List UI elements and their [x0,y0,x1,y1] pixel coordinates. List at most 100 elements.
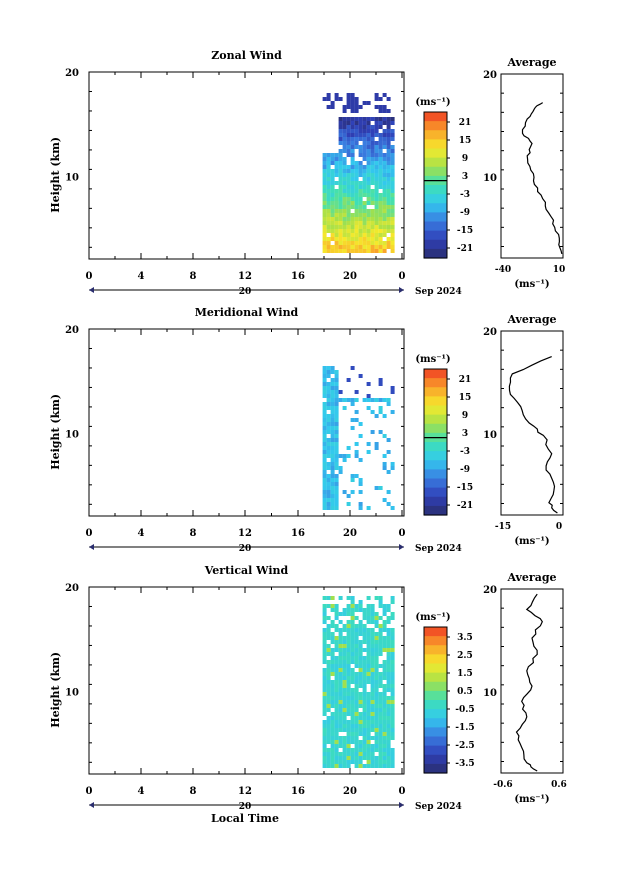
heatmap-cell [378,752,383,756]
heatmap-cell [350,728,355,732]
heatmap-cell [350,652,355,656]
colorbar-tick-label: -3.5 [455,759,474,769]
heatmap-cell [322,426,327,430]
heatmap-cell [382,740,387,744]
heatmap-cell [346,664,351,668]
heatmap-cell [386,197,391,201]
heatmap-cell [338,177,343,181]
heatmap-cell [330,181,335,185]
heatmap-cell [338,684,343,688]
heatmap-cell [342,656,347,660]
heatmap-cell [378,201,383,205]
heatmap-cell [366,225,371,229]
heatmap-cell [330,720,335,724]
heatmap-cell [346,101,351,105]
heatmap-cell [378,237,383,241]
heatmap-cell [350,660,355,664]
heatmap-cell [370,616,375,620]
heatmap-cell [382,636,387,640]
heatmap-cell [350,752,355,756]
heatmap-cell [338,760,343,764]
colorbar-band [424,700,447,710]
heatmap-cell [330,740,335,744]
heatmap-cell [366,121,371,125]
heatmap-cell [334,636,339,640]
heatmap-cell [322,161,327,165]
heatmap-cell [330,652,335,656]
heatmap-cell [338,237,343,241]
colorbar-band [424,636,447,646]
heatmap-cell [330,684,335,688]
heatmap-cell [346,740,351,744]
colorbar-band [424,718,447,728]
heatmap-cell [342,716,347,720]
heatmap-cell [338,660,343,664]
heatmap-cell [330,402,335,406]
heatmap-cell [350,129,355,133]
heatmap-cell [330,624,335,628]
heatmap-cell [386,740,391,744]
heatmap-cell [358,185,363,189]
heatmap-cell [378,157,383,161]
heatmap-cell [390,684,395,688]
x-axis-label: Local Time [211,812,279,825]
heatmap-cell [382,133,387,137]
heatmap-cell [362,193,367,197]
heatmap-cell [342,720,347,724]
heatmap-cell [386,217,391,221]
heatmap-cell [342,149,347,153]
heatmap-cell [390,466,395,470]
heatmap-cell [374,668,379,672]
heatmap-cell [342,141,347,145]
heatmap-cell [346,612,351,616]
heatmap-cell [386,700,391,704]
heatmap-cell [330,418,335,422]
heatmap-cell [334,157,339,161]
heatmap-cell [326,708,331,712]
heatmap-cell [366,724,371,728]
heatmap-cell [370,117,375,121]
heatmap-cell [386,121,391,125]
heatmap-cell [374,672,379,676]
heatmap-cell [322,241,327,245]
heatmap-cell [386,756,391,760]
heatmap-cell [334,604,339,608]
heatmap-cell [338,165,343,169]
heatmap-cell [322,608,327,612]
heatmap-cell [350,700,355,704]
heatmap-cell [378,410,383,414]
heatmap-cell [334,438,339,442]
heatmap-cell [346,185,351,189]
heatmap-cell [346,93,351,97]
heatmap-cell [342,454,347,458]
heatmap-cell [386,716,391,720]
heatmap-cell [358,506,363,510]
heatmap-cell [342,490,347,494]
heatmap-cell [350,181,355,185]
heatmap-cell [326,157,331,161]
heatmap-cell [342,752,347,756]
heatmap-cell [354,201,359,205]
heatmap-cell [366,680,371,684]
heatmap-cell [354,237,359,241]
heatmap-cell [366,153,371,157]
heatmap-cell [374,145,379,149]
colorbar-band [424,414,447,425]
heatmap-cell [386,604,391,608]
heatmap-cell [390,648,395,652]
heatmap-cell [382,121,387,125]
heatmap-cell [330,760,335,764]
heatmap-cell [338,612,343,616]
heatmap-cell [334,676,339,680]
heatmap-cell [334,165,339,169]
heatmap-cell [362,125,367,129]
heatmap-cell [346,724,351,728]
heatmap-cell [378,664,383,668]
heatmap-cell [362,728,367,732]
heatmap-cell [362,732,367,736]
heatmap-cell [378,764,383,768]
date-month-year: Sep 2024 [415,287,462,297]
heatmap-cell [370,708,375,712]
heatmap-cell [390,229,395,233]
